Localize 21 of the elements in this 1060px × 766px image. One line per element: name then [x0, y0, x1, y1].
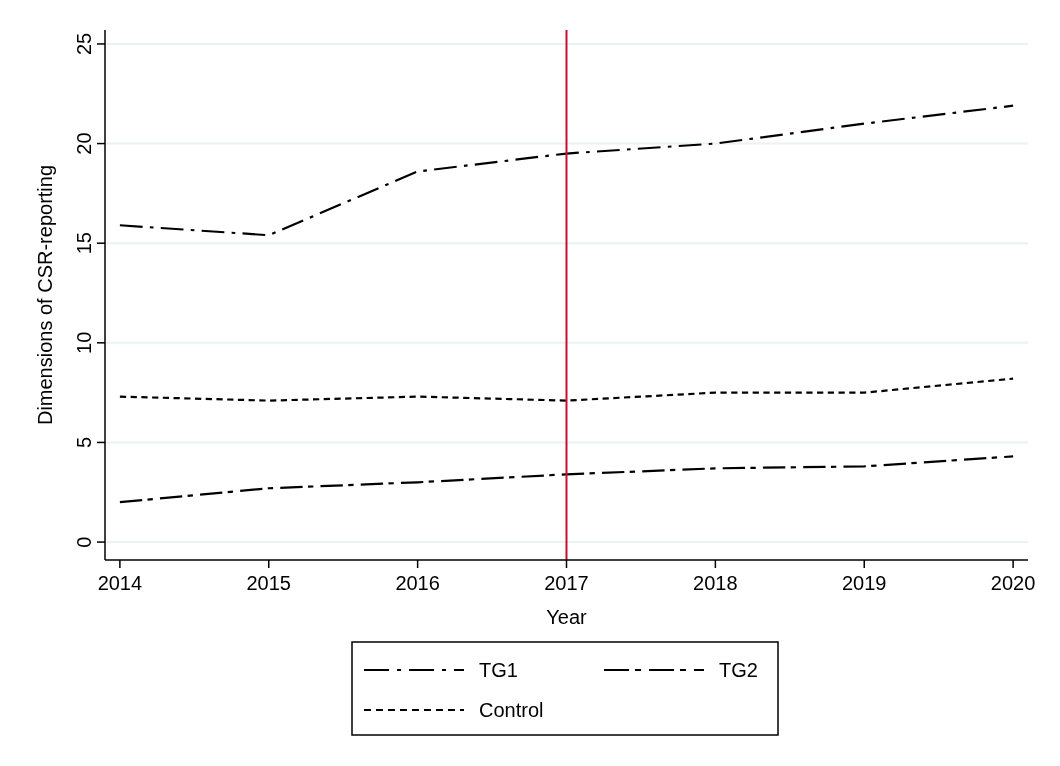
- x-tick-label: 2014: [97, 572, 143, 594]
- y-tick-label: 25: [73, 32, 95, 56]
- line-series: [118, 377, 1015, 402]
- y-tick-label: 20: [73, 132, 95, 155]
- x-tick-label: 2018: [693, 572, 738, 594]
- y-tick-label: 10: [73, 331, 95, 354]
- x-tick-label: 2019: [841, 572, 887, 594]
- y-tick-label: 0: [73, 536, 95, 548]
- legend-label: TG1: [479, 659, 518, 681]
- x-tick-label: 2015: [246, 572, 292, 594]
- y-tick-label: 15: [73, 232, 95, 255]
- x-tick-label: 2020: [990, 572, 1036, 594]
- x-tick-label: 2016: [395, 572, 440, 594]
- legend-label: Control: [479, 699, 544, 721]
- line-series: [118, 455, 1015, 504]
- y-tick-label: 5: [73, 436, 95, 449]
- x-axis-title: Year: [546, 606, 588, 628]
- line-series: [118, 104, 1015, 237]
- legend-label: TG2: [719, 659, 758, 681]
- y-axis-title: Dimensions of CSR-reporting: [34, 164, 56, 426]
- x-tick-label: 2017: [544, 572, 589, 594]
